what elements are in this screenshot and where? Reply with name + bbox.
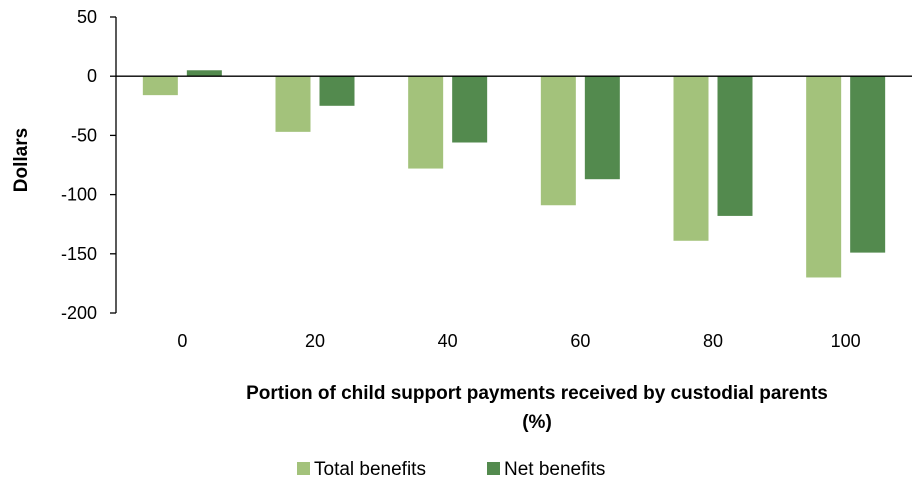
- x-tick-label: 80: [703, 331, 723, 351]
- bar-net-benefits-40: [452, 76, 488, 143]
- x-tick-label: 40: [438, 331, 458, 351]
- legend: Total benefits Net benefits: [297, 459, 605, 480]
- legend-swatch-total-benefits: [297, 462, 310, 475]
- bars-layer: [142, 70, 886, 278]
- x-tick-label: 0: [177, 331, 187, 351]
- bar-net-benefits-80: [717, 76, 753, 216]
- y-tick-label: -200: [61, 303, 97, 323]
- bar-net-benefits-20: [319, 76, 355, 106]
- y-ticks: 50 0 -50 -100 -150 -200: [61, 7, 116, 323]
- x-tick-label: 100: [831, 331, 861, 351]
- axes-layer: [115, 17, 912, 313]
- x-axis-title-line-1: Portion of child support payments receiv…: [246, 383, 828, 404]
- bar-total-benefits-60: [540, 76, 576, 206]
- y-axis-title: Dollars: [11, 128, 32, 192]
- bar-net-benefits-60: [584, 76, 620, 180]
- x-axis-title-line-2: (%): [522, 412, 552, 433]
- x-tick-label: 60: [570, 331, 590, 351]
- legend-swatch-net-benefits: [487, 462, 500, 475]
- x-ticks: 0 20 40 60 80 100: [177, 331, 860, 351]
- x-tick-label: 20: [305, 331, 325, 351]
- y-tick-label: 0: [87, 66, 97, 86]
- bar-total-benefits-20: [275, 76, 311, 132]
- bar-net-benefits-100: [850, 76, 886, 253]
- legend-label-total-benefits: Total benefits: [314, 459, 426, 480]
- bar-total-benefits-80: [673, 76, 709, 241]
- bar-total-benefits-40: [408, 76, 444, 169]
- y-tick-label: -150: [61, 244, 97, 264]
- bar-total-benefits-0: [142, 76, 178, 96]
- y-tick-label: -50: [71, 125, 97, 145]
- legend-label-net-benefits: Net benefits: [504, 459, 605, 480]
- bar-net-benefits-0: [186, 70, 222, 77]
- y-tick-label: 50: [77, 7, 97, 27]
- y-tick-label: -100: [61, 185, 97, 205]
- bar-total-benefits-100: [806, 76, 842, 278]
